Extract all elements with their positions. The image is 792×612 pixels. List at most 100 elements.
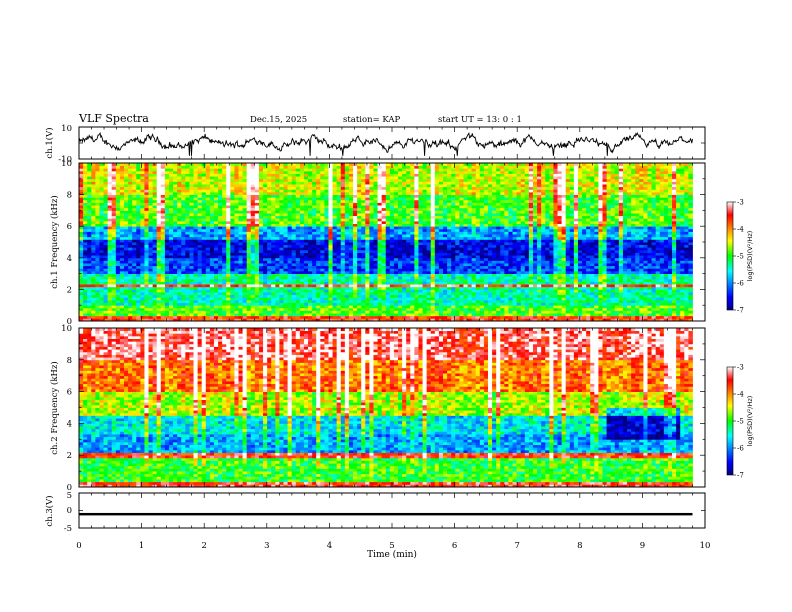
spectrogram-cell [545,289,550,293]
spectrogram-cell [181,284,186,288]
spectrogram-cell [426,268,432,272]
spectrogram-cell [99,244,104,248]
spectrogram-cell [520,268,526,272]
spectrogram-cell [209,234,215,238]
spectrogram-cell [483,313,489,317]
spectrogram-cell [688,239,693,243]
spectrogram-cell [79,252,84,256]
spectrogram-cell [447,278,452,282]
spectrogram-cell [381,281,387,285]
spectrogram-cell [541,278,546,282]
spectrogram-cell [299,260,305,264]
spectrogram-cell [684,297,689,301]
spectrogram-cell [340,294,346,298]
spectrogram-cell [545,299,550,303]
spectrogram-cell [606,255,612,259]
spectrogram-cell [651,276,657,280]
spectrogram-cell [500,281,505,285]
spectrogram-cell [516,302,522,306]
spectrogram-cell [226,231,231,235]
spectrogram-cell [635,242,640,246]
spectrogram-cell [393,302,399,306]
spectrogram-cell [520,270,526,274]
spectrogram-cell [541,281,546,285]
spectrogram-cell [541,273,546,277]
spectrogram-cell [667,252,673,256]
spectrogram-cell [471,318,477,322]
spectrogram-cell [573,276,579,280]
spectrogram-cell [87,260,92,264]
spectrogram-cell [680,307,685,311]
spectrogram-cell [283,242,288,246]
spectrogram-cell [410,252,415,256]
spectrogram-cell [136,299,141,303]
spectrogram-cell [680,265,685,269]
spectrogram-cell [426,239,432,243]
spectrogram-cell [148,247,154,251]
spectrogram-cell [303,299,309,303]
spectrogram-cell [487,302,493,306]
spectrogram-cell [234,313,239,317]
spectrogram-cell [569,294,575,298]
spectrogram-cell [119,234,125,238]
spectrogram-cell [688,310,693,314]
spectrogram-cell [246,307,252,311]
spectrogram-cell [553,305,558,309]
spectrogram-cell [222,249,227,253]
spectrogram-cell [254,302,260,306]
spectrogram-cell [119,299,125,303]
spectrogram-cell [402,313,407,317]
spectrogram-cell [185,242,190,246]
spectrogram-cell [320,244,325,248]
spectrogram-cell [283,278,288,282]
spectrogram-cell [643,236,648,240]
spectrogram-cell [324,302,329,306]
spectrogram-cell [246,281,252,285]
spectrogram-cell [635,289,640,293]
spectrogram-cell [618,242,624,246]
spectrogram-cell [140,242,145,246]
spectrogram-cell [680,305,685,309]
spectrogram-cell [447,255,452,259]
spectrogram-cell [119,281,125,285]
spectrogram-cell [635,249,640,253]
spectrogram-cell [234,257,239,261]
spectrogram-cell [275,276,280,280]
spectrogram-cell [152,292,158,296]
spectrogram-cell [107,299,113,303]
spectrogram-cell [164,257,170,261]
spectrogram-cell [381,244,387,248]
spectrogram-cell [455,234,460,238]
spectrogram-cell [479,318,485,322]
spectrogram-cell [492,289,497,293]
spectrogram-cell [385,257,391,261]
spectrogram-cell [357,276,362,280]
spectrogram-cell [635,263,640,267]
spectrogram-cell [275,249,280,253]
spectrogram-cell [197,278,203,282]
spectrogram-cell [635,310,640,314]
spectrogram-cell [316,281,321,285]
spectrogram-cell [246,302,252,306]
spectrogram-cell [226,270,231,274]
spectrogram-cell [602,257,607,261]
spectrogram-cell [524,281,530,285]
spectrogram-cell [426,255,432,259]
spectrogram-cell [393,239,399,243]
spectrogram-cell [393,284,399,288]
spectrogram-cell [201,284,207,288]
spectrogram-cell [430,318,436,322]
spectrogram-cell [463,263,468,267]
spectrogram-cell [144,239,149,243]
spectrogram-cell [418,249,423,253]
spectrogram-cell [422,255,428,259]
spectrogram-cell [95,292,100,296]
spectrogram-cell [586,234,591,238]
spectrogram-cell [209,263,215,267]
spectrogram-cell [532,278,538,282]
spectrogram-cell [193,307,199,311]
spectrogram-cell [565,294,571,298]
spectrogram-cell [565,313,571,317]
spectrogram-cell [201,278,207,282]
spectrogram-cell [119,289,125,293]
